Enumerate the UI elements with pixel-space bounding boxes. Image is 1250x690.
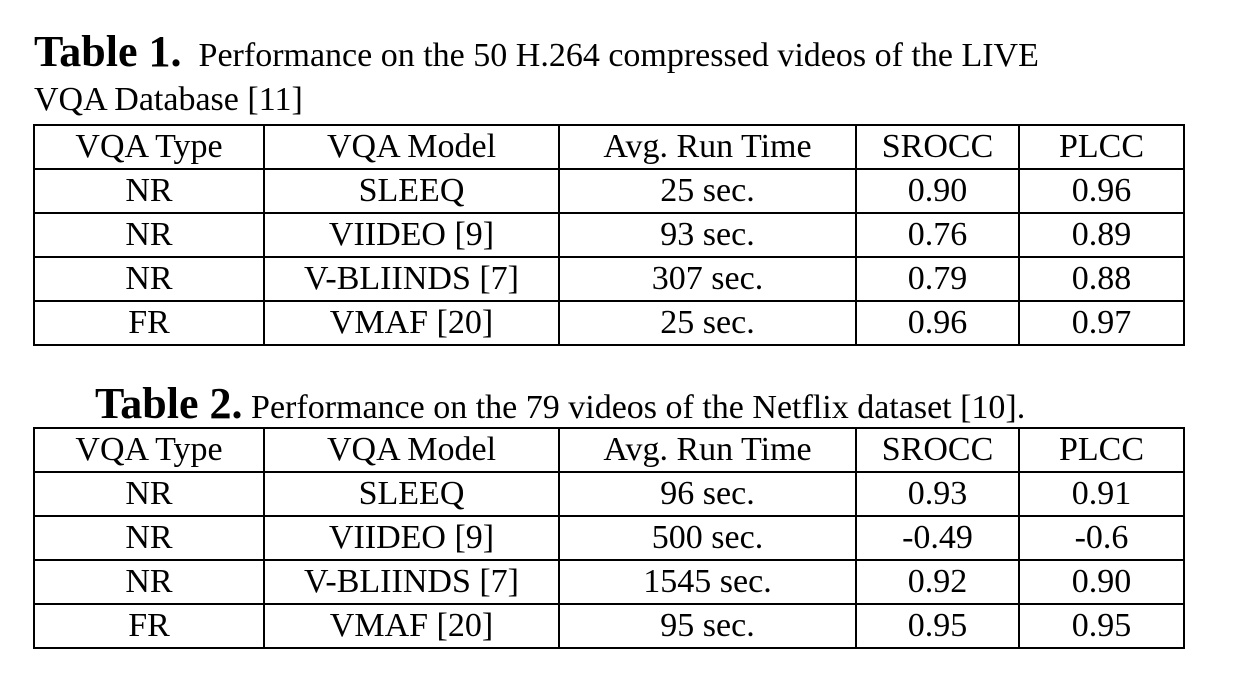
header-avg-run-time: Avg. Run Time: [558, 427, 857, 473]
header-vqa-type: VQA Type: [33, 427, 265, 473]
cell-run-time: 93 sec.: [558, 212, 857, 258]
header-vqa-model: VQA Model: [263, 124, 560, 170]
cell-vqa-model: SLEEQ: [263, 471, 560, 517]
cell-vqa-model: VIIDEO [9]: [263, 212, 560, 258]
cell-vqa-model: VIIDEO [9]: [263, 515, 560, 561]
table-1-caption: Table 1. Performance on the 50 H.264 com…: [34, 30, 1039, 122]
header-vqa-type: VQA Type: [33, 124, 265, 170]
table-1-caption-line1: Performance on the 50 H.264 compressed v…: [198, 37, 1039, 74]
cell-vqa-type: NR: [33, 515, 265, 561]
cell-vqa-type: NR: [33, 559, 265, 605]
cell-srocc: 0.90: [855, 168, 1020, 214]
cell-vqa-type: NR: [33, 168, 265, 214]
table-row: FR VMAF [20] 95 sec. 0.95 0.95: [33, 603, 1185, 649]
cell-plcc: -0.6: [1018, 515, 1185, 561]
table-1-caption-line2: VQA Database [11]: [34, 81, 303, 118]
cell-vqa-type: NR: [33, 212, 265, 258]
header-vqa-model: VQA Model: [263, 427, 560, 473]
header-plcc: PLCC: [1018, 427, 1185, 473]
table-row: NR V-BLIINDS [7] 1545 sec. 0.92 0.90: [33, 559, 1185, 605]
cell-plcc: 0.97: [1018, 300, 1185, 346]
cell-plcc: 0.96: [1018, 168, 1185, 214]
cell-vqa-type: NR: [33, 256, 265, 302]
table-2-label: Table 2: [95, 379, 232, 428]
table-row: NR VIIDEO [9] 93 sec. 0.76 0.89: [33, 212, 1185, 258]
cell-srocc: 0.93: [855, 471, 1020, 517]
cell-vqa-type: FR: [33, 603, 265, 649]
table-1-label: Table 1: [34, 27, 171, 76]
cell-vqa-model: VMAF [20]: [263, 603, 560, 649]
cell-plcc: 0.90: [1018, 559, 1185, 605]
table-row: NR SLEEQ 25 sec. 0.90 0.96: [33, 168, 1185, 214]
cell-run-time: 307 sec.: [558, 256, 857, 302]
cell-vqa-model: SLEEQ: [263, 168, 560, 214]
table-1: VQA Type VQA Model Avg. Run Time SROCC P…: [33, 124, 1185, 346]
cell-vqa-model: VMAF [20]: [263, 300, 560, 346]
header-srocc: SROCC: [855, 427, 1020, 473]
cell-plcc: 0.91: [1018, 471, 1185, 517]
header-avg-run-time: Avg. Run Time: [558, 124, 857, 170]
cell-srocc: -0.49: [855, 515, 1020, 561]
cell-srocc: 0.79: [855, 256, 1020, 302]
table-row: FR VMAF [20] 25 sec. 0.96 0.97: [33, 300, 1185, 346]
cell-vqa-type: NR: [33, 471, 265, 517]
table-row: NR VIIDEO [9] 500 sec. -0.49 -0.6: [33, 515, 1185, 561]
cell-vqa-type: FR: [33, 300, 265, 346]
cell-vqa-model: V-BLIINDS [7]: [263, 256, 560, 302]
cell-srocc: 0.76: [855, 212, 1020, 258]
table-header-row: VQA Type VQA Model Avg. Run Time SROCC P…: [33, 124, 1185, 170]
table-1-label-period: .: [170, 27, 182, 76]
header-plcc: PLCC: [1018, 124, 1185, 170]
table-row: NR SLEEQ 96 sec. 0.93 0.91: [33, 471, 1185, 517]
header-srocc: SROCC: [855, 124, 1020, 170]
cell-run-time: 96 sec.: [558, 471, 857, 517]
cell-run-time: 95 sec.: [558, 603, 857, 649]
table-2-label-period: .: [231, 379, 243, 428]
cell-plcc: 0.89: [1018, 212, 1185, 258]
table-header-row: VQA Type VQA Model Avg. Run Time SROCC P…: [33, 427, 1185, 473]
cell-plcc: 0.95: [1018, 603, 1185, 649]
table-row: NR V-BLIINDS [7] 307 sec. 0.79 0.88: [33, 256, 1185, 302]
cell-run-time: 25 sec.: [558, 168, 857, 214]
cell-srocc: 0.96: [855, 300, 1020, 346]
cell-vqa-model: V-BLIINDS [7]: [263, 559, 560, 605]
table-2-caption-text: Performance on the 79 videos of the Netf…: [251, 389, 1026, 426]
cell-srocc: 0.92: [855, 559, 1020, 605]
cell-run-time: 25 sec.: [558, 300, 857, 346]
table-2: VQA Type VQA Model Avg. Run Time SROCC P…: [33, 427, 1185, 649]
cell-run-time: 500 sec.: [558, 515, 857, 561]
table-2-caption: Table 2. Performance on the 79 videos of…: [95, 382, 1025, 430]
cell-plcc: 0.88: [1018, 256, 1185, 302]
cell-run-time: 1545 sec.: [558, 559, 857, 605]
cell-srocc: 0.95: [855, 603, 1020, 649]
